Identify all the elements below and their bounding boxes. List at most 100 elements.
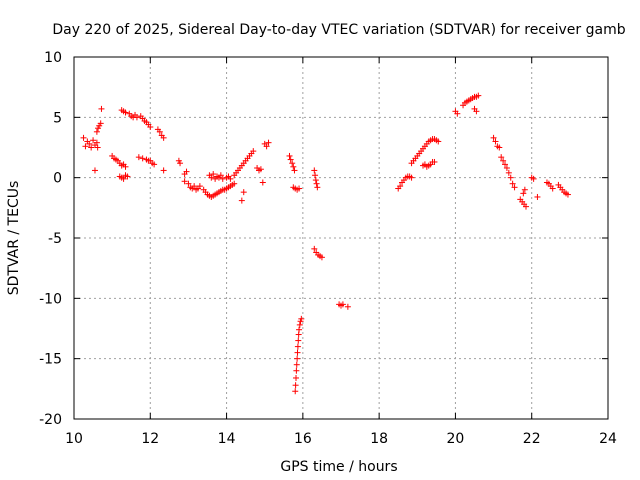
data-point: [147, 123, 154, 130]
data-point: [290, 163, 297, 170]
grid-lines: [74, 57, 608, 419]
data-point: [217, 172, 224, 179]
data-point: [534, 193, 541, 200]
data-point: [219, 175, 226, 182]
data-point: [120, 175, 127, 182]
data-point: [122, 163, 129, 170]
data-point: [183, 168, 190, 175]
data-point: [549, 185, 556, 192]
data-point: [431, 158, 438, 165]
x-tick-label: 12: [141, 431, 159, 447]
data-point: [318, 254, 325, 261]
data-point: [500, 157, 507, 164]
data-point: [124, 173, 131, 180]
data-point: [311, 245, 318, 252]
data-point: [435, 138, 442, 145]
data-point: [521, 186, 528, 193]
data-point: [496, 144, 503, 151]
data-point: [492, 138, 499, 145]
data-point: [240, 189, 247, 196]
data-point: [82, 143, 89, 150]
x-tick-label: 22: [523, 431, 541, 447]
data-point: [289, 160, 296, 167]
data-point: [191, 183, 198, 190]
data-point: [151, 161, 158, 168]
data-point: [90, 137, 97, 144]
data-point: [98, 105, 105, 112]
data-point: [88, 144, 95, 151]
data-point: [339, 301, 346, 308]
data-point: [312, 177, 319, 184]
data-point: [135, 154, 142, 161]
data-point: [257, 166, 264, 173]
data-point: [490, 134, 497, 141]
y-tick-label: -10: [39, 291, 62, 307]
data-point: [93, 139, 100, 146]
data-point: [286, 152, 293, 159]
data-point: [295, 337, 302, 344]
x-tick-label: 24: [599, 431, 617, 447]
data-point: [177, 160, 184, 167]
y-tick-label: -15: [39, 352, 62, 368]
data-point: [408, 174, 415, 181]
data-point: [294, 355, 301, 362]
data-point: [293, 367, 300, 374]
data-point: [208, 174, 215, 181]
data-point: [502, 161, 509, 168]
data-point: [139, 155, 146, 162]
x-axis-label: GPS time / hours: [280, 459, 397, 475]
data-point: [250, 148, 257, 155]
data-point: [293, 361, 300, 368]
data-point: [160, 134, 167, 141]
data-point: [520, 190, 527, 197]
y-axis-label: SDTVAR / TECUs: [6, 181, 22, 296]
data-point: [296, 326, 303, 333]
data-point: [259, 179, 266, 186]
data-point: [473, 108, 480, 115]
data-point: [181, 178, 188, 185]
data-point: [292, 388, 299, 395]
data-point: [397, 183, 404, 190]
data-point: [238, 197, 245, 204]
y-tick-label: 5: [53, 110, 62, 126]
data-point: [263, 143, 270, 150]
axis-ticks: 10 12 14 16 18 20 22 24 -20 -15 -10 -5 0 5 10: [39, 50, 617, 447]
y-tick-label: -5: [48, 231, 62, 247]
data-point: [313, 180, 320, 187]
data-point: [311, 167, 318, 174]
data-point: [185, 180, 192, 187]
data-point: [511, 184, 518, 191]
data-point: [160, 167, 167, 174]
data-point: [296, 321, 303, 328]
data-point: [505, 169, 512, 176]
chart-title: Day 220 of 2025, Sidereal Day-to-day VTE…: [52, 22, 625, 38]
data-point: [93, 128, 100, 135]
data-point: [86, 140, 93, 147]
data-point: [503, 165, 510, 172]
data-point: [122, 109, 129, 116]
x-tick-label: 14: [218, 431, 236, 447]
data-points: [80, 92, 571, 395]
data-point: [210, 171, 217, 178]
y-tick-label: 10: [44, 50, 62, 66]
data-point: [498, 154, 505, 161]
data-point: [344, 303, 351, 310]
data-point: [475, 92, 482, 99]
x-tick-label: 16: [294, 431, 312, 447]
data-point: [227, 175, 234, 182]
data-point: [97, 120, 104, 127]
data-point: [454, 110, 461, 117]
data-point: [231, 180, 238, 187]
data-point: [292, 382, 299, 389]
data-point: [312, 172, 319, 179]
data-point: [509, 180, 516, 187]
data-point: [287, 156, 294, 163]
data-point: [265, 139, 272, 146]
data-point: [133, 114, 140, 121]
data-point: [522, 203, 529, 210]
data-point: [298, 315, 305, 322]
data-point: [530, 175, 537, 182]
data-point: [314, 184, 321, 191]
data-point: [294, 349, 301, 356]
data-point: [156, 128, 163, 135]
